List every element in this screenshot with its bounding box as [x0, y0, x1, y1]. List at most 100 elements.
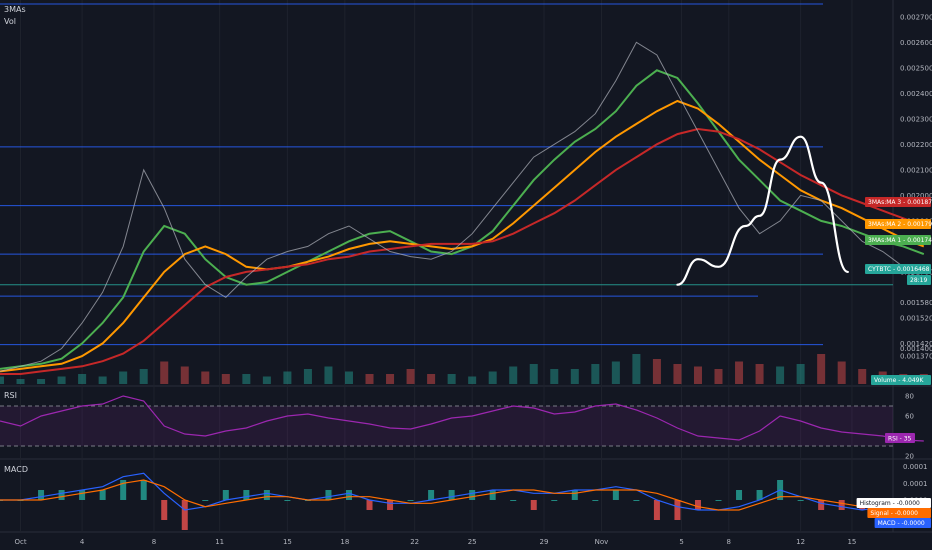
macd-tick-label: 0.0001	[903, 463, 928, 471]
rsi-tag-label: RSI - 35	[888, 436, 912, 443]
macd-histogram-bar	[222, 490, 229, 500]
drawn-curve	[676, 135, 849, 286]
price-tick-label: 0.0013700	[900, 353, 932, 361]
time-tick-label: 22	[410, 538, 419, 546]
macd-tag-box	[856, 498, 931, 508]
time-axis[interactable]: Oct 4 8 11 15 18 22 25 29 Nov 5 8 12 15	[14, 538, 856, 546]
time-tick-label: 15	[847, 538, 856, 546]
volume-bar	[0, 376, 4, 384]
chart-background	[0, 0, 932, 533]
macd-tick-label: 0.0001	[903, 480, 928, 488]
volume-bar	[817, 354, 826, 384]
price-series	[0, 41, 925, 375]
time-tick-label: 25	[468, 538, 477, 546]
time-tick-label: 8	[727, 538, 731, 546]
macd-pane	[0, 472, 927, 530]
macd-histogram-bar	[592, 500, 599, 501]
macd-histogram-bar	[161, 500, 168, 520]
macd-tag-label: Histogram - -0.0000	[860, 500, 920, 507]
volume-bar	[201, 371, 210, 384]
volume-bar	[652, 359, 661, 384]
macd-histogram-bar	[571, 490, 578, 500]
macd-tag-label: Signal - -0.0000	[870, 510, 918, 517]
macd-histogram-bar	[140, 480, 147, 500]
macd-histogram-bar	[79, 490, 86, 500]
series-line	[0, 41, 925, 372]
main-title: 3MAs	[4, 5, 26, 14]
macd-histogram-bar	[489, 490, 496, 500]
volume-bar	[509, 366, 518, 384]
horizontal-levels[interactable]	[0, 3, 893, 346]
macd-histogram-bar	[448, 490, 455, 500]
volume-bar	[57, 376, 66, 384]
macd-histogram-bar	[818, 500, 825, 510]
macd-histogram-bar	[202, 500, 209, 501]
macd-tag-box	[867, 508, 931, 518]
volume-bars	[0, 354, 928, 384]
macd-histogram-bar	[736, 490, 743, 500]
volume-bar	[160, 361, 169, 384]
volume-bar	[262, 376, 271, 384]
price-tag-label: CYTBTC - 0.0016468	[868, 266, 930, 273]
volume-bar	[78, 374, 87, 384]
time-tick-label: Nov	[595, 538, 609, 546]
macd-histogram-bar	[38, 490, 45, 500]
macd-histogram-bar	[633, 500, 640, 501]
macd-title: MACD	[4, 465, 28, 474]
projection-drawing[interactable]	[676, 135, 849, 286]
macd-histogram-bar	[243, 490, 250, 500]
macd-histogram-bar	[366, 500, 373, 510]
series-line	[0, 69, 925, 370]
volume-bar	[180, 366, 189, 384]
time-tick-label: 12	[796, 538, 805, 546]
rsi-band	[0, 406, 893, 446]
macd-histogram-bar	[181, 500, 188, 530]
volume-bar	[611, 361, 620, 384]
price-tag-label: 3MAs:MA 1 - 0.0017444	[868, 237, 932, 244]
volume-bar	[139, 369, 148, 384]
rsi-tag-box	[885, 433, 915, 443]
macd-histogram-bar	[756, 490, 763, 500]
volume-label: Vol	[4, 17, 16, 26]
price-tag-box	[871, 375, 931, 385]
price-tag-box	[865, 264, 931, 274]
volume-bar	[365, 374, 374, 384]
macd-histogram-bar	[345, 490, 352, 500]
volume-bar	[447, 374, 456, 384]
macd-histogram-bar	[530, 500, 537, 510]
macd-tag-label: MACD - -0.0000	[878, 520, 925, 527]
volume-bar	[406, 369, 415, 384]
macd-histogram-bar	[284, 500, 291, 501]
volume-bar	[386, 374, 395, 384]
volume-bar	[632, 354, 641, 384]
volume-bar	[837, 361, 846, 384]
volume-bar	[303, 369, 312, 384]
volume-bar	[735, 361, 744, 384]
time-tick-label: 29	[540, 538, 549, 546]
price-tag-label: 3MAs:MA 3 - 0.0018768	[868, 199, 932, 206]
rsi-tick-label: 80	[905, 393, 914, 401]
macd-histogram-bar	[263, 490, 270, 500]
volume-bar	[714, 369, 723, 384]
time-tick-label: 5	[679, 538, 683, 546]
macd-line	[0, 472, 924, 511]
rsi-tick-label: 60	[905, 413, 914, 421]
volume-bar	[37, 379, 46, 384]
macd-tag-box	[874, 518, 931, 528]
macd-histogram-bar	[387, 500, 394, 510]
volume-bar	[283, 371, 292, 384]
price-tag-box	[907, 275, 931, 285]
volume-bar	[550, 369, 559, 384]
series-line	[0, 99, 925, 373]
volume-bar	[693, 366, 702, 384]
volume-bar	[776, 366, 785, 384]
